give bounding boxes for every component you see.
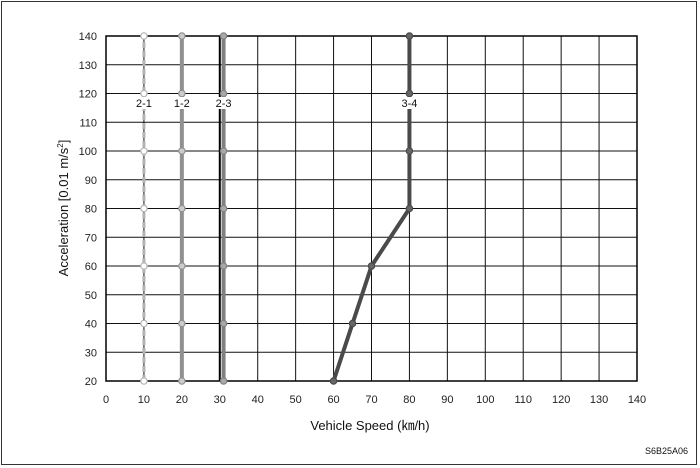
data-point [348, 319, 357, 328]
y-tick-label: 140 [79, 31, 97, 43]
data-point [140, 204, 148, 213]
x-tick-label: 10 [138, 394, 150, 406]
y-axis-label-superscript: 2 [56, 143, 65, 148]
data-point [178, 204, 186, 213]
y-axis-label: Acceleration [0.01 m/s2] [56, 140, 71, 277]
x-tick-label: 40 [252, 394, 264, 406]
x-tick-label: 0 [103, 394, 109, 406]
y-tick-label: 120 [79, 89, 97, 101]
y-tick-labels: 20 30 40 50 60 70 80 90 100 110 120 130 140 [79, 31, 97, 388]
y-tick-label: 130 [79, 60, 97, 72]
series-label: 3-4 [401, 98, 417, 110]
data-point [140, 377, 148, 385]
x-axis-label: Vehicle Speed (㎞/h) [310, 418, 429, 433]
series-2-1: 2-1 [133, 32, 154, 385]
y-axis-label-end: ] [56, 140, 71, 144]
y-axis-label-main: Acceleration [0.01 m/s [56, 147, 71, 276]
data-point [178, 319, 186, 328]
y-tick-label: 30 [85, 347, 97, 359]
data-point [140, 262, 148, 270]
data-point [140, 32, 148, 40]
series-label: 1-2 [174, 98, 190, 110]
y-tick-label: 90 [85, 175, 97, 187]
data-point [329, 377, 338, 385]
series-label-background [399, 97, 420, 109]
data-point [405, 89, 414, 98]
series-label-background [171, 97, 192, 109]
data-point [140, 319, 148, 328]
x-tick-label: 50 [290, 394, 302, 406]
data-point [219, 32, 228, 40]
x-tick-label: 100 [476, 394, 494, 406]
y-tick-label: 50 [85, 290, 97, 302]
data-point [219, 147, 228, 155]
x-tick-label: 110 [514, 394, 532, 406]
data-point [405, 204, 414, 213]
data-point [178, 32, 186, 40]
data-point [178, 147, 186, 155]
x-tick-label: 130 [590, 394, 608, 406]
y-tick-label: 100 [79, 146, 97, 158]
x-tick-labels: 0 10 20 30 40 50 60 70 80 90 100 110 120 130 140 [103, 394, 646, 406]
plot-area-border [105, 35, 638, 382]
data-point [219, 262, 228, 270]
series-label-background [213, 97, 234, 109]
x-tick-label: 30 [214, 394, 226, 406]
data-point [178, 89, 186, 98]
series-group: 2-1 1-2 2-3 3-4 [133, 32, 420, 385]
series-3-4: 3-4 [329, 32, 420, 385]
y-tick-label: 20 [85, 376, 97, 388]
series-label: 2-3 [216, 98, 232, 110]
x-tick-label: 120 [552, 394, 570, 406]
data-point [367, 262, 376, 270]
y-tick-label: 110 [79, 117, 97, 129]
y-tick-label: 80 [85, 204, 97, 216]
data-point [219, 204, 228, 213]
x-tick-label: 140 [628, 394, 646, 406]
data-point [219, 319, 228, 328]
data-point [178, 262, 186, 270]
data-point [140, 147, 148, 155]
y-tick-label: 60 [85, 261, 97, 273]
data-point [219, 377, 228, 385]
x-tick-label: 20 [176, 394, 188, 406]
data-point [219, 89, 228, 98]
x-tick-label: 70 [365, 394, 377, 406]
x-tick-label: 80 [403, 394, 415, 406]
series-label: 2-1 [136, 98, 152, 110]
x-tick-label: 60 [327, 394, 339, 406]
series-1-2: 1-2 [171, 32, 192, 385]
series-label-background [133, 97, 154, 109]
figure-code: S6B25A06 [645, 446, 688, 456]
data-point [405, 32, 414, 40]
data-point [178, 377, 186, 385]
data-point [140, 89, 148, 98]
y-tick-label: 40 [85, 319, 97, 331]
series-2-3: 2-3 [213, 32, 234, 385]
y-tick-label: 70 [85, 232, 97, 244]
data-point [405, 147, 414, 155]
x-tick-label: 90 [441, 394, 453, 406]
